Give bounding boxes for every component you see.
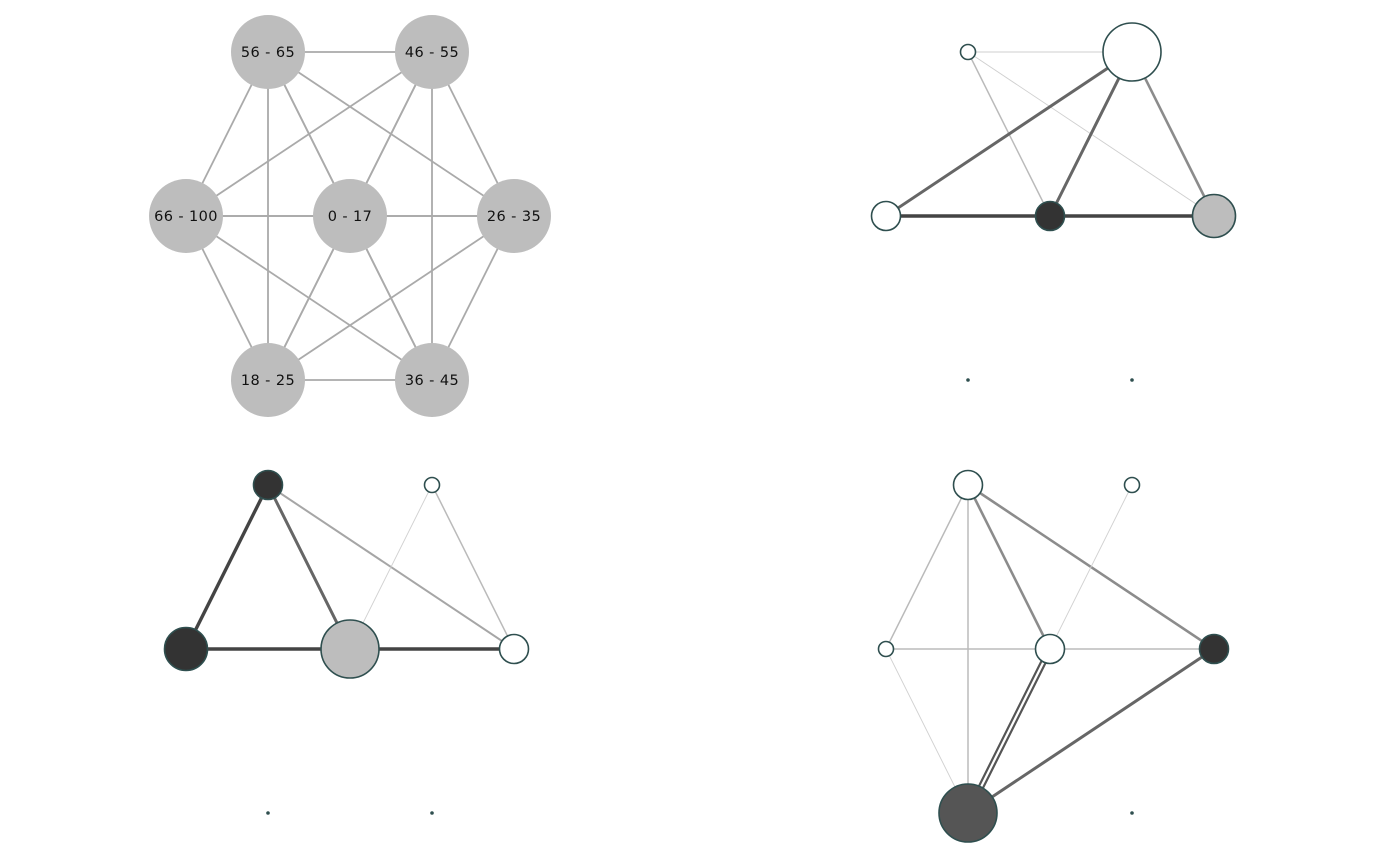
graph-bottom-right-edge-0-17-18-25 [965,647,1053,815]
graph-bottom-left-node-46-55 [423,476,441,494]
graph-bottom-right-node-18-25 [938,783,998,843]
graph-bottom-right-node-66-100 [877,640,895,658]
graph-top-right [870,22,1237,382]
key-edge-46-55-66-100 [185,51,433,217]
graph-bottom-left-edge-46-55-0-17 [349,484,433,650]
nodes [870,22,1237,382]
graph-top-right-node-66-100 [870,200,902,232]
key-node-label: 56 - 65 [241,45,295,61]
edge-strand [965,647,1050,813]
key-node-circle [231,343,305,417]
graph-top-right-node-26-35 [1191,193,1237,239]
graph-bottom-right-node-26-35 [1198,633,1230,665]
key-node-circle [477,179,551,253]
graph-top-right-node-46-55 [1102,22,1162,82]
graph-bottom-left-node-66-100 [163,626,209,672]
graph-bottom-left-edge-56-65-0-17 [266,484,352,650]
key-node-label: 18 - 25 [241,373,295,389]
graph-bottom-right [877,469,1230,843]
graph-bottom-left-node-0-17 [320,619,380,679]
key-node-18-25: 18 - 25 [231,343,305,417]
graph-top-right-edge-46-55-66-100 [885,50,1133,218]
graph-bottom-right-node-46-55 [1123,476,1141,494]
graph-bottom-right-node-56-65 [952,469,984,501]
key-node-56-65: 56 - 65 [231,15,305,89]
key-node-circle [395,15,469,89]
graph-bottom-left [163,469,530,815]
key-node-label: 26 - 35 [487,209,541,225]
key-node-label: 36 - 45 [405,373,459,389]
key-node-circle [313,179,387,253]
key-edge-26-35-18-25 [267,215,515,381]
key-panel: 56 - 65 46 - 55 66 - 100 0 - 17 26 - 35 18 - … [149,15,551,417]
key-node-46-55: 46 - 55 [395,15,469,89]
graph-bottom-right-edge-56-65-66-100 [885,484,969,650]
key-node-label: 0 - 17 [328,209,373,225]
graph-top-right-node-36-45 [1130,378,1134,382]
key-node-circle [231,15,305,89]
graph-bottom-right-edge-26-35-18-25 [967,647,1215,815]
graph-bottom-left-edge-46-55-26-35 [431,484,515,650]
key-node-66-100: 66 - 100 [149,179,223,253]
graph-bottom-right-node-0-17 [1034,633,1066,665]
key-node-0-17: 0 - 17 [313,179,387,253]
graph-bottom-right-edge-46-55-0-17 [1049,484,1133,650]
graph-bottom-left-node-18-25 [266,811,270,815]
key-panel-nodes: 56 - 65 46 - 55 66 - 100 0 - 17 26 - 35 18 - … [149,15,551,417]
graph-bottom-left-edge-56-65-66-100 [184,484,270,650]
nodes [877,469,1230,843]
graph-top-right-edge-46-55-0-17 [1048,51,1134,217]
key-node-36-45: 36 - 45 [395,343,469,417]
key-node-26-35: 26 - 35 [477,179,551,253]
edges [885,50,1216,218]
graph-top-right-node-56-65 [959,43,977,61]
key-node-label: 66 - 100 [154,209,218,225]
key-node-circle [149,179,223,253]
key-node-circle [395,343,469,417]
graph-bottom-right-edge-66-100-18-25 [885,648,969,814]
graph-top-right-node-0-17 [1034,200,1066,232]
graph-top-right-edge-46-55-26-35 [1130,51,1216,217]
graph-bottom-left-node-36-45 [430,811,434,815]
graph-bottom-right-node-36-45 [1130,811,1134,815]
edges [885,483,1215,815]
graph-bottom-left-node-56-65 [252,469,284,501]
graph-bottom-right-edge-56-65-0-17 [966,484,1052,650]
key-node-label: 46 - 55 [405,45,459,61]
graph-top-right-node-18-25 [966,378,970,382]
graph-bottom-left-node-26-35 [498,633,530,665]
nodes [163,469,530,815]
edge-strand [968,649,1053,815]
